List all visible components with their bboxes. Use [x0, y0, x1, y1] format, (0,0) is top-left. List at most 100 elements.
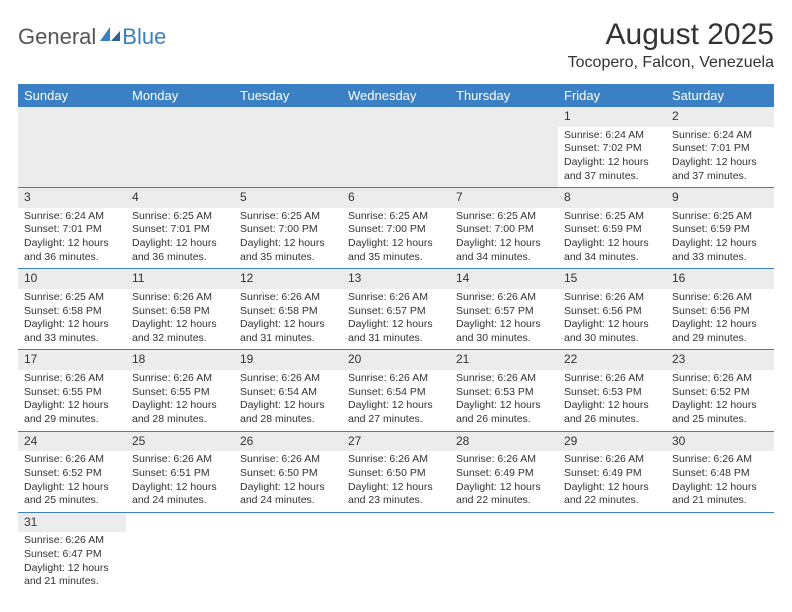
day-number: 4 — [126, 188, 234, 208]
day-number: 30 — [666, 432, 774, 452]
sunrise-line: Sunrise: 6:26 AM — [24, 372, 120, 386]
weekday-header: Wednesday — [342, 84, 450, 107]
day-info: Sunrise: 6:24 AMSunset: 7:01 PMDaylight:… — [670, 129, 770, 184]
day-number: 23 — [666, 350, 774, 370]
day-info: Sunrise: 6:26 AMSunset: 6:57 PMDaylight:… — [346, 291, 446, 346]
daylight-line: Daylight: 12 hours and 29 minutes. — [24, 399, 120, 426]
day-number: 31 — [18, 513, 126, 533]
sunset-line: Sunset: 6:49 PM — [456, 467, 552, 481]
sunrise-line: Sunrise: 6:25 AM — [348, 210, 444, 224]
calendar-cell: 18Sunrise: 6:26 AMSunset: 6:55 PMDayligh… — [126, 350, 234, 431]
day-info: Sunrise: 6:26 AMSunset: 6:47 PMDaylight:… — [22, 534, 122, 589]
calendar-cell: 4Sunrise: 6:25 AMSunset: 7:01 PMDaylight… — [126, 188, 234, 269]
day-number: 29 — [558, 432, 666, 452]
calendar-cell: 30Sunrise: 6:26 AMSunset: 6:48 PMDayligh… — [666, 431, 774, 512]
daylight-line: Daylight: 12 hours and 35 minutes. — [240, 237, 336, 264]
daylight-line: Daylight: 12 hours and 34 minutes. — [456, 237, 552, 264]
calendar-cell: 27Sunrise: 6:26 AMSunset: 6:50 PMDayligh… — [342, 431, 450, 512]
day-info: Sunrise: 6:26 AMSunset: 6:57 PMDaylight:… — [454, 291, 554, 346]
daylight-line: Daylight: 12 hours and 22 minutes. — [564, 481, 660, 508]
calendar-cell: 23Sunrise: 6:26 AMSunset: 6:52 PMDayligh… — [666, 350, 774, 431]
title-block: August 2025 Tocopero, Falcon, Venezuela — [568, 18, 774, 72]
day-number: 1 — [558, 107, 666, 127]
daylight-line: Daylight: 12 hours and 22 minutes. — [456, 481, 552, 508]
sunrise-line: Sunrise: 6:26 AM — [132, 291, 228, 305]
calendar-week-row: 31Sunrise: 6:26 AMSunset: 6:47 PMDayligh… — [18, 512, 774, 593]
sunrise-line: Sunrise: 6:24 AM — [564, 129, 660, 143]
day-info: Sunrise: 6:26 AMSunset: 6:53 PMDaylight:… — [562, 372, 662, 427]
day-number: 7 — [450, 188, 558, 208]
sunrise-line: Sunrise: 6:26 AM — [24, 453, 120, 467]
calendar-cell: 7Sunrise: 6:25 AMSunset: 7:00 PMDaylight… — [450, 188, 558, 269]
calendar-cell: 6Sunrise: 6:25 AMSunset: 7:00 PMDaylight… — [342, 188, 450, 269]
day-info: Sunrise: 6:25 AMSunset: 7:00 PMDaylight:… — [346, 210, 446, 265]
day-info: Sunrise: 6:25 AMSunset: 6:58 PMDaylight:… — [22, 291, 122, 346]
day-number: 5 — [234, 188, 342, 208]
sunset-line: Sunset: 6:47 PM — [24, 548, 120, 562]
sunrise-line: Sunrise: 6:24 AM — [672, 129, 768, 143]
sunrise-line: Sunrise: 6:25 AM — [240, 210, 336, 224]
sunrise-line: Sunrise: 6:26 AM — [672, 453, 768, 467]
sunrise-line: Sunrise: 6:26 AM — [240, 372, 336, 386]
sunrise-line: Sunrise: 6:26 AM — [348, 453, 444, 467]
sunrise-line: Sunrise: 6:26 AM — [348, 372, 444, 386]
calendar-week-row: 1Sunrise: 6:24 AMSunset: 7:02 PMDaylight… — [18, 107, 774, 188]
day-number: 22 — [558, 350, 666, 370]
sunrise-line: Sunrise: 6:25 AM — [564, 210, 660, 224]
sunset-line: Sunset: 6:54 PM — [348, 386, 444, 400]
day-info: Sunrise: 6:25 AMSunset: 7:00 PMDaylight:… — [454, 210, 554, 265]
sunrise-line: Sunrise: 6:26 AM — [240, 291, 336, 305]
page-header: General Blue August 2025 Tocopero, Falco… — [18, 18, 774, 72]
day-number: 8 — [558, 188, 666, 208]
sunset-line: Sunset: 7:00 PM — [456, 223, 552, 237]
sunset-line: Sunset: 6:55 PM — [24, 386, 120, 400]
calendar-cell-empty — [234, 512, 342, 593]
calendar-cell: 22Sunrise: 6:26 AMSunset: 6:53 PMDayligh… — [558, 350, 666, 431]
calendar-week-row: 3Sunrise: 6:24 AMSunset: 7:01 PMDaylight… — [18, 188, 774, 269]
calendar-cell: 26Sunrise: 6:26 AMSunset: 6:50 PMDayligh… — [234, 431, 342, 512]
day-info: Sunrise: 6:26 AMSunset: 6:50 PMDaylight:… — [238, 453, 338, 508]
day-number: 11 — [126, 269, 234, 289]
sunset-line: Sunset: 6:57 PM — [348, 305, 444, 319]
calendar-cell: 12Sunrise: 6:26 AMSunset: 6:58 PMDayligh… — [234, 269, 342, 350]
calendar-week-row: 10Sunrise: 6:25 AMSunset: 6:58 PMDayligh… — [18, 269, 774, 350]
daylight-line: Daylight: 12 hours and 26 minutes. — [564, 399, 660, 426]
calendar-cell: 3Sunrise: 6:24 AMSunset: 7:01 PMDaylight… — [18, 188, 126, 269]
daylight-line: Daylight: 12 hours and 30 minutes. — [564, 318, 660, 345]
calendar-cell-empty — [234, 107, 342, 188]
day-number: 2 — [666, 107, 774, 127]
sunset-line: Sunset: 6:50 PM — [240, 467, 336, 481]
calendar-cell: 21Sunrise: 6:26 AMSunset: 6:53 PMDayligh… — [450, 350, 558, 431]
calendar-cell: 20Sunrise: 6:26 AMSunset: 6:54 PMDayligh… — [342, 350, 450, 431]
day-info: Sunrise: 6:26 AMSunset: 6:49 PMDaylight:… — [454, 453, 554, 508]
daylight-line: Daylight: 12 hours and 32 minutes. — [132, 318, 228, 345]
calendar-cell: 8Sunrise: 6:25 AMSunset: 6:59 PMDaylight… — [558, 188, 666, 269]
day-info: Sunrise: 6:25 AMSunset: 6:59 PMDaylight:… — [562, 210, 662, 265]
calendar-cell: 2Sunrise: 6:24 AMSunset: 7:01 PMDaylight… — [666, 107, 774, 188]
sunrise-line: Sunrise: 6:26 AM — [564, 291, 660, 305]
daylight-line: Daylight: 12 hours and 31 minutes. — [240, 318, 336, 345]
month-title: August 2025 — [568, 18, 774, 52]
logo: General Blue — [18, 18, 166, 50]
calendar-cell-empty — [342, 512, 450, 593]
day-info: Sunrise: 6:26 AMSunset: 6:56 PMDaylight:… — [562, 291, 662, 346]
calendar-cell: 17Sunrise: 6:26 AMSunset: 6:55 PMDayligh… — [18, 350, 126, 431]
daylight-line: Daylight: 12 hours and 37 minutes. — [564, 156, 660, 183]
logo-text-2: Blue — [100, 24, 166, 50]
daylight-line: Daylight: 12 hours and 24 minutes. — [132, 481, 228, 508]
sunrise-line: Sunrise: 6:26 AM — [456, 372, 552, 386]
daylight-line: Daylight: 12 hours and 21 minutes. — [672, 481, 768, 508]
calendar-cell: 10Sunrise: 6:25 AMSunset: 6:58 PMDayligh… — [18, 269, 126, 350]
day-info: Sunrise: 6:26 AMSunset: 6:53 PMDaylight:… — [454, 372, 554, 427]
sunrise-line: Sunrise: 6:26 AM — [132, 453, 228, 467]
day-info: Sunrise: 6:26 AMSunset: 6:55 PMDaylight:… — [130, 372, 230, 427]
sunset-line: Sunset: 6:48 PM — [672, 467, 768, 481]
daylight-line: Daylight: 12 hours and 24 minutes. — [240, 481, 336, 508]
day-info: Sunrise: 6:24 AMSunset: 7:01 PMDaylight:… — [22, 210, 122, 265]
day-number: 27 — [342, 432, 450, 452]
sunset-line: Sunset: 6:58 PM — [240, 305, 336, 319]
calendar-cell-empty — [450, 107, 558, 188]
daylight-line: Daylight: 12 hours and 33 minutes. — [24, 318, 120, 345]
calendar-cell: 13Sunrise: 6:26 AMSunset: 6:57 PMDayligh… — [342, 269, 450, 350]
calendar-cell-empty — [558, 512, 666, 593]
